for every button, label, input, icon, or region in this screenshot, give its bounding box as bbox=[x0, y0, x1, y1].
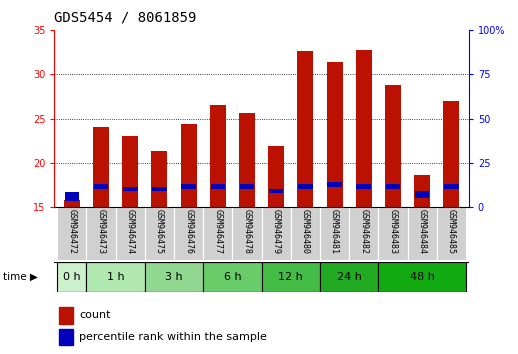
Bar bbox=[57, 262, 87, 292]
Bar bbox=[203, 207, 233, 260]
Bar bbox=[378, 207, 408, 260]
Text: percentile rank within the sample: percentile rank within the sample bbox=[79, 332, 267, 342]
Bar bbox=[443, 101, 459, 207]
Bar bbox=[152, 187, 167, 191]
Text: GSM946472: GSM946472 bbox=[67, 209, 76, 254]
Bar bbox=[437, 207, 466, 260]
Bar bbox=[326, 62, 342, 207]
Text: GSM946479: GSM946479 bbox=[271, 209, 281, 254]
Bar bbox=[378, 262, 466, 292]
Bar bbox=[385, 85, 401, 207]
Bar bbox=[123, 187, 138, 191]
Text: GSM946484: GSM946484 bbox=[418, 209, 427, 254]
Text: GSM946473: GSM946473 bbox=[96, 209, 106, 254]
Text: 12 h: 12 h bbox=[278, 272, 303, 282]
Text: GSM946474: GSM946474 bbox=[126, 209, 135, 254]
Text: GSM946482: GSM946482 bbox=[359, 209, 368, 254]
Bar bbox=[320, 207, 349, 260]
Bar bbox=[291, 207, 320, 260]
Bar bbox=[87, 207, 116, 260]
Text: GSM946477: GSM946477 bbox=[213, 209, 222, 254]
Text: 6 h: 6 h bbox=[224, 272, 241, 282]
Text: 3 h: 3 h bbox=[165, 272, 183, 282]
Bar bbox=[268, 146, 284, 207]
Text: GSM946481: GSM946481 bbox=[330, 209, 339, 254]
Bar bbox=[181, 184, 196, 188]
Text: 1 h: 1 h bbox=[107, 272, 124, 282]
Bar bbox=[297, 51, 313, 207]
Bar bbox=[174, 207, 203, 260]
Bar bbox=[210, 184, 225, 188]
Bar bbox=[327, 182, 342, 187]
Bar bbox=[240, 184, 254, 188]
Bar bbox=[87, 262, 145, 292]
Bar bbox=[269, 188, 283, 193]
Bar bbox=[122, 136, 138, 207]
Bar bbox=[408, 207, 437, 260]
Bar bbox=[239, 113, 255, 207]
Text: time ▶: time ▶ bbox=[3, 272, 37, 282]
Bar bbox=[444, 184, 458, 188]
Bar bbox=[415, 191, 429, 198]
Bar bbox=[94, 184, 108, 188]
Bar bbox=[414, 175, 430, 207]
Bar bbox=[233, 207, 262, 260]
Bar bbox=[59, 307, 73, 324]
Text: count: count bbox=[79, 310, 111, 320]
Bar bbox=[356, 184, 371, 188]
Bar bbox=[262, 207, 291, 260]
Bar bbox=[181, 124, 197, 207]
Bar bbox=[64, 200, 80, 207]
Bar bbox=[93, 126, 109, 207]
Bar bbox=[349, 207, 378, 260]
Bar bbox=[320, 262, 378, 292]
Bar bbox=[356, 50, 372, 207]
Bar bbox=[57, 207, 87, 260]
Text: GSM946476: GSM946476 bbox=[184, 209, 193, 254]
Bar bbox=[151, 152, 167, 207]
Text: GDS5454 / 8061859: GDS5454 / 8061859 bbox=[54, 11, 197, 25]
Text: GSM946475: GSM946475 bbox=[155, 209, 164, 254]
Bar bbox=[145, 262, 203, 292]
Bar bbox=[298, 184, 313, 188]
Bar bbox=[262, 262, 320, 292]
Text: 48 h: 48 h bbox=[410, 272, 435, 282]
Bar bbox=[210, 105, 226, 207]
Text: GSM946485: GSM946485 bbox=[447, 209, 456, 254]
Bar bbox=[145, 207, 174, 260]
Text: 24 h: 24 h bbox=[337, 272, 362, 282]
Bar bbox=[385, 184, 400, 188]
Text: GSM946480: GSM946480 bbox=[301, 209, 310, 254]
Text: GSM946483: GSM946483 bbox=[388, 209, 397, 254]
Bar bbox=[116, 207, 145, 260]
Bar bbox=[203, 262, 262, 292]
Bar bbox=[65, 192, 79, 201]
Text: GSM946478: GSM946478 bbox=[242, 209, 252, 254]
Text: 0 h: 0 h bbox=[63, 272, 81, 282]
Bar bbox=[59, 329, 73, 345]
